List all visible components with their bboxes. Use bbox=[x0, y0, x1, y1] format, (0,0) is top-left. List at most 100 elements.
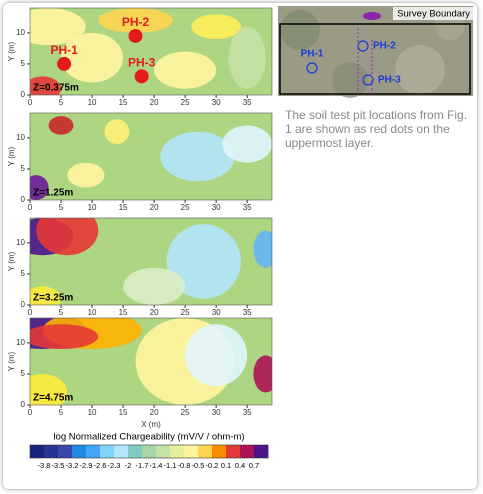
x-tick-label: 10 bbox=[88, 203, 97, 212]
x-tick-label: 25 bbox=[181, 408, 190, 417]
panel-frame bbox=[29, 317, 273, 406]
contour-blob bbox=[123, 267, 186, 305]
x-tick-label: 30 bbox=[212, 408, 221, 417]
colorbar-tick-label: -0.2 bbox=[206, 461, 219, 470]
y-tick-label: 10 bbox=[16, 238, 25, 247]
colorbar-tick-label: -1.1 bbox=[164, 461, 177, 470]
x-tick-label: 35 bbox=[243, 203, 252, 212]
colorbar-swatch bbox=[114, 445, 129, 458]
colorbar-tick-label: -3.8 bbox=[38, 461, 51, 470]
contour-blob bbox=[30, 76, 62, 95]
colorbar-swatch bbox=[198, 445, 213, 458]
x-tick-label: 10 bbox=[88, 98, 97, 107]
colorbar-swatch bbox=[226, 445, 241, 458]
test-pit-label: PH-3 bbox=[128, 56, 156, 70]
panel-frame bbox=[29, 112, 273, 201]
inset-pit-label: PH-1 bbox=[301, 49, 324, 60]
colorbar-swatch bbox=[100, 445, 115, 458]
x-tick-label: 20 bbox=[150, 308, 159, 317]
panel bbox=[30, 218, 272, 305]
contour-blob bbox=[30, 8, 86, 46]
contour-blob bbox=[228, 26, 266, 89]
test-pit bbox=[57, 56, 72, 71]
colorbar-frame bbox=[29, 444, 269, 459]
contour-blob bbox=[222, 125, 272, 163]
y-tick-label: 10 bbox=[16, 133, 25, 142]
x-tick-label: 25 bbox=[181, 203, 190, 212]
x-tick-label: 0 bbox=[28, 408, 33, 417]
y-axis-label: Y (m) bbox=[7, 351, 16, 371]
test-pit-label: PH-2 bbox=[122, 15, 150, 29]
colorbar-swatch bbox=[254, 445, 269, 458]
x-tick-label: 10 bbox=[88, 408, 97, 417]
x-tick-label: 0 bbox=[28, 308, 33, 317]
x-tick-label: 5 bbox=[59, 98, 64, 107]
y-tick-label: 0 bbox=[21, 195, 26, 204]
y-tick-label: 0 bbox=[21, 90, 26, 99]
contour-blob bbox=[36, 218, 99, 256]
colorbar-swatch bbox=[72, 445, 87, 458]
depth-label: Z=4.75m bbox=[33, 393, 73, 404]
pit-marker bbox=[306, 62, 318, 74]
contour-blob bbox=[160, 131, 235, 182]
contour-blob bbox=[30, 286, 62, 305]
panel bbox=[30, 113, 272, 200]
x-tick-label: 25 bbox=[181, 308, 190, 317]
x-tick-label: 35 bbox=[243, 308, 252, 317]
colorbar-tick-label: 0.1 bbox=[221, 461, 231, 470]
contour-blob bbox=[185, 324, 248, 387]
x-tick-label: 35 bbox=[243, 98, 252, 107]
colorbar-tick-label: -1.7 bbox=[136, 461, 149, 470]
x-tick-label: 20 bbox=[150, 98, 159, 107]
pit-marker bbox=[362, 74, 374, 86]
contour-blob bbox=[61, 32, 124, 83]
y-tick-label: 5 bbox=[21, 269, 26, 278]
x-axis-label: X (m) bbox=[141, 420, 161, 429]
colorbar-swatch bbox=[128, 445, 143, 458]
colorbar-tick-label: -2.9 bbox=[80, 461, 93, 470]
contour-blob bbox=[67, 162, 105, 188]
survey-boundary bbox=[279, 23, 471, 95]
colorbar-swatch bbox=[240, 445, 255, 458]
x-tick-label: 5 bbox=[59, 308, 64, 317]
colorbar-swatch bbox=[156, 445, 171, 458]
x-tick-label: 20 bbox=[150, 408, 159, 417]
depth-label: Z=3.25m bbox=[33, 293, 73, 304]
depth-label: Z=0.375m bbox=[33, 83, 79, 94]
colorbar-tick-label: -2.3 bbox=[108, 461, 121, 470]
y-tick-label: 10 bbox=[16, 28, 25, 37]
x-tick-label: 15 bbox=[119, 308, 128, 317]
colorbar-swatch bbox=[86, 445, 101, 458]
panel bbox=[30, 8, 272, 95]
contour-blob bbox=[154, 51, 217, 89]
contour-blob bbox=[30, 373, 68, 405]
colorbar-tick-label: -2 bbox=[125, 461, 132, 470]
x-tick-label: 30 bbox=[212, 203, 221, 212]
colorbar-swatch bbox=[44, 445, 59, 458]
colorbar-swatch bbox=[170, 445, 185, 458]
x-tick-label: 5 bbox=[59, 408, 64, 417]
colorbar-swatch bbox=[142, 445, 157, 458]
colorbar-swatch bbox=[184, 445, 199, 458]
inset-title-bg bbox=[393, 7, 473, 20]
contour-blob bbox=[253, 355, 272, 393]
y-axis-label: Y (m) bbox=[7, 146, 16, 166]
y-tick-label: 5 bbox=[21, 59, 26, 68]
colorbar-tick-label: -1.4 bbox=[150, 461, 163, 470]
trench-head bbox=[363, 12, 381, 20]
colorbar-swatch bbox=[58, 445, 73, 458]
y-tick-label: 0 bbox=[21, 300, 26, 309]
x-tick-label: 30 bbox=[212, 308, 221, 317]
test-pit-label: PH-1 bbox=[50, 43, 78, 57]
colorbar-tick-label: -3.5 bbox=[52, 461, 65, 470]
x-tick-label: 30 bbox=[212, 98, 221, 107]
colorbar-swatch bbox=[212, 445, 227, 458]
contour-blob bbox=[30, 175, 49, 200]
contour-blob bbox=[98, 8, 173, 33]
colorbar-tick-label: -0.8 bbox=[178, 461, 191, 470]
trench bbox=[357, 28, 373, 95]
y-tick-label: 0 bbox=[21, 400, 26, 409]
caption: The soil test pit locations from Fig. 1 … bbox=[285, 108, 468, 150]
x-tick-label: 10 bbox=[88, 308, 97, 317]
